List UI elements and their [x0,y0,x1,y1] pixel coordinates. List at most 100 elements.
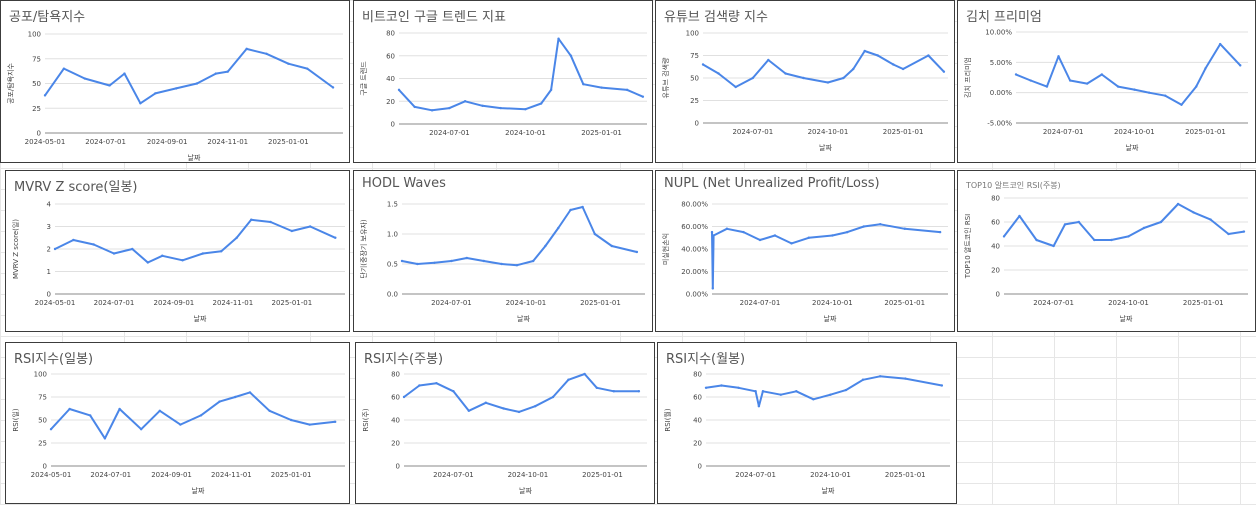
data-point [852,67,855,71]
data-point [418,384,421,387]
chart-card-top10-alt-rsi[interactable]: TOP10 알트코인 RSI(주봉) 0 20 40 60 80 2024-07-01 20… [957,170,1256,332]
data-point [842,76,845,80]
data-point [1052,244,1055,248]
data-point [1142,226,1146,230]
data-point [600,86,603,89]
x-axis-label: 날짜 [1120,314,1133,323]
y-tick-label: 40 [391,417,400,425]
x-axis-label: 날짜 [519,486,532,495]
x-tick-label: 2024-09-01 [154,299,195,307]
chart-card-youtube-search[interactable]: 유튜브 검색량 지수 0 25 50 75 100 2024-07-01 2024-10-0… [655,0,955,163]
y-tick-label: 4 [47,201,52,209]
data-point [583,372,586,376]
data-point [734,85,737,89]
data-point [710,230,714,234]
y-axis-label: TOP10 알트코인 RSI [963,214,972,280]
y-axis-label: 미실현손익 [661,233,670,265]
x-tick-label: 2024-09-01 [151,471,192,479]
y-tick-label: 20 [693,440,702,448]
data-point [306,67,309,70]
x-tick-label: 2024-05-01 [35,299,76,307]
series-line [702,50,945,88]
chart-card-kimchi-premium[interactable]: 김치 프리미엄 -5.00% 0.00% 5.00% 10.00% 2024-07-01… [957,0,1256,163]
data-point [751,76,755,80]
data-point [146,261,149,264]
chart-card-google-trends[interactable]: 비트코인 구글 트렌드 지표 0 20 40 60 80 2024-07-01 2024-1… [353,0,653,163]
data-point [720,384,723,387]
data-point [139,102,142,105]
data-point [245,47,248,51]
y-tick-label: 0 [43,463,47,471]
data-point [161,254,164,257]
data-point [1045,85,1049,88]
data-point [625,88,629,92]
data-point [467,409,470,412]
data-point [289,418,293,422]
data-point [248,391,252,394]
data-point [1093,238,1096,242]
data-point [290,229,294,233]
chart-card-fear-greed[interactable]: 공포/탐욕지수 0 25 50 75 100 2024-05-01 2024-07-01 20… [0,0,350,163]
data-point [481,104,484,108]
x-tick-label: 2024-10-01 [1114,128,1155,136]
data-point [904,377,907,380]
data-point [218,400,221,403]
data-point [465,256,468,260]
y-tick-label: 0 [695,120,699,128]
x-tick-label: 2024-07-01 [429,129,470,137]
chart-card-rsi-monthly[interactable]: RSI지수(월봉) 0 20 40 60 80 2024-07-01 2024-10-01 2… [657,342,957,504]
data-point [863,49,866,53]
chart-title: 공포/탐욕지수 [9,10,86,25]
data-point [1077,220,1081,224]
y-tick-label: 0.00% [686,291,709,299]
x-tick-label: 2025-01-01 [883,128,924,136]
x-tick-label: 2025-01-01 [580,299,621,307]
data-point [83,77,86,80]
data-point [826,81,830,84]
y-tick-label: 80 [391,371,400,379]
chart-card-rsi-weekly[interactable]: RSI지수(주봉) 0 20 40 60 80 2024-07-01 2024-10-01 2… [355,342,655,504]
y-axis-label: 김치 프리미엄 [963,57,972,98]
chart-title: NUPL (Net Unrealized Profit/Loss) [664,176,880,191]
chart-card-mvrv-zscore[interactable]: MVRV Z score(일봉) 0 1 2 3 4 2024-05-01 2024-07-… [5,170,350,332]
x-axis-label: 날짜 [1126,143,1139,152]
x-tick-label: 2024-07-01 [431,299,472,307]
data-point [773,234,777,237]
y-axis-label: RSI(주) [362,408,370,432]
series-line [50,391,336,440]
data-point [532,259,535,263]
y-tick-label: 100 [686,30,699,38]
y-tick-label: 2 [47,246,51,254]
data-point [754,390,757,393]
x-tick-label: 2024-07-01 [740,299,781,307]
chart-card-nupl[interactable]: NUPL (Net Unrealized Profit/Loss) 0.00% 2… [655,170,955,332]
chart-title: RSI지수(일봉) [14,352,94,367]
data-point [502,407,505,410]
data-point [1164,94,1167,97]
chart-title: 유튜브 검색량 지수 [664,10,768,25]
data-point [1227,232,1230,236]
y-axis-label: 유튜브 검색량 [661,57,670,98]
data-point [942,70,946,73]
data-point [1192,211,1195,214]
series-line [705,375,943,408]
data-point [450,259,453,263]
y-tick-label: 60.00% [681,223,708,231]
data-point [524,108,527,111]
chart-svg: 0.0 0.5 1.0 1.5 2024-07-01 2024-10-01 2025-01-… [359,201,645,323]
data-point [901,67,905,71]
data-point [612,390,615,393]
data-point [610,244,613,248]
chart-svg: -5.00% 0.00% 5.00% 10.00% 2024-07-01 2024-10-… [963,29,1248,152]
data-point [112,252,116,255]
x-tick-label: 2025-01-01 [271,299,312,307]
y-axis-label: RSI(월) [663,408,672,432]
series-line [44,47,334,105]
x-tick-label: 2025-01-01 [581,129,622,137]
x-tick-label: 2024-11-01 [207,138,248,146]
data-point [331,86,335,89]
chart-card-hodl-waves[interactable]: HODL Waves 0.0 0.5 1.0 1.5 2024-07-01 2024-10… [353,170,653,332]
y-tick-label: 80 [693,371,702,379]
chart-card-rsi-daily[interactable]: RSI지수(일봉) 0 25 50 75 100 2024-05-01 2024-07-01… [5,342,350,504]
x-tick-label: 2024-07-01 [90,471,131,479]
